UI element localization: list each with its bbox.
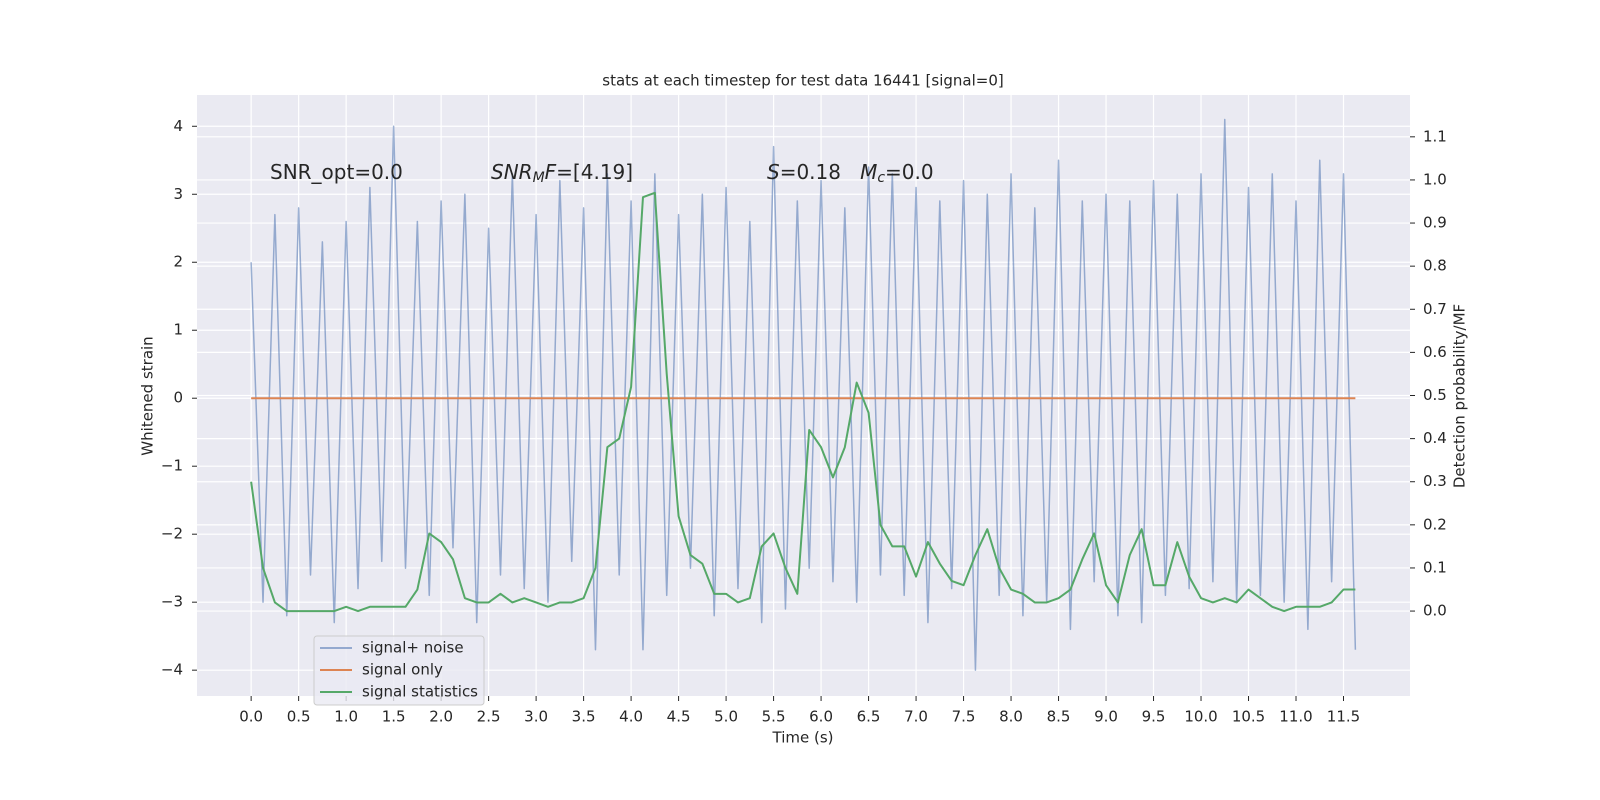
x-tick-label: 9.0 <box>1094 708 1118 726</box>
y2-tick-label: 0.7 <box>1423 300 1447 318</box>
chart-title: stats at each timestep for test data 164… <box>602 72 1003 90</box>
x-tick-label: 2.5 <box>477 708 501 726</box>
annotation: S=0.18 Mc=0.0 <box>767 160 934 187</box>
legend-label: signal+ noise <box>362 639 464 657</box>
y2-tick-label: 1.1 <box>1423 127 1447 145</box>
x-tick-label: 11.5 <box>1327 708 1360 726</box>
annotation-part: c <box>877 170 885 186</box>
y-tick-label: −4 <box>161 661 183 679</box>
x-tick-label: 0.5 <box>287 708 311 726</box>
annotation-part: =0.0 <box>885 160 934 184</box>
x-tick-label: 8.5 <box>1047 708 1071 726</box>
x-tick-label: 4.0 <box>619 708 643 726</box>
y-tick-label: 0 <box>173 389 183 407</box>
x-tick-label: 11.0 <box>1279 708 1312 726</box>
x-tick-label: 0.0 <box>239 708 263 726</box>
y2-axis-label: Detection probability/MF <box>1451 304 1469 488</box>
y-tick-label: 4 <box>173 117 183 135</box>
x-axis-label: Time (s) <box>772 729 834 747</box>
annotation-part: F <box>545 160 557 184</box>
marks <box>250 118 1357 671</box>
y2-tick-label: 0.5 <box>1423 386 1447 404</box>
y-tick-label: 1 <box>173 321 183 339</box>
annotation-part: M <box>533 170 545 186</box>
annotation-part: SNR <box>491 160 533 184</box>
x-tick-label: 6.5 <box>857 708 881 726</box>
annotation-part: =[4.19] <box>556 160 633 184</box>
annotation-part: =0.18 <box>780 160 860 184</box>
x-tick-label: 5.5 <box>762 708 786 726</box>
series-line <box>250 191 1356 613</box>
x-tick-label: 4.5 <box>667 708 691 726</box>
y2-tick-label: 0.3 <box>1423 472 1447 490</box>
annotation: SNRMF=[4.19] <box>491 160 633 187</box>
y-tick-label: −1 <box>161 457 183 475</box>
y-tick-label: −3 <box>161 593 183 611</box>
x-tick-label: 2.0 <box>429 708 453 726</box>
y2-tick-label: 0.6 <box>1423 343 1447 361</box>
y2-tick-label: 1.0 <box>1423 170 1447 188</box>
annotation: SNR_opt=0.0 <box>270 160 403 184</box>
annotation-part: S <box>767 160 780 184</box>
x-tick-label: 7.5 <box>952 708 976 726</box>
x-tick-label: 5.0 <box>714 708 738 726</box>
legend-box <box>313 635 485 706</box>
grid <box>192 95 1415 701</box>
annotation-part: M <box>860 160 877 184</box>
y2-tick-label: 0.0 <box>1423 602 1447 620</box>
y2-tick-label: 0.9 <box>1423 214 1447 232</box>
x-tick-label: 10.5 <box>1232 708 1265 726</box>
y2-tick-label: 0.4 <box>1423 429 1447 447</box>
y2-tick-label: 0.8 <box>1423 257 1447 275</box>
x-tick-label: 7.0 <box>904 708 928 726</box>
y-tick-label: 2 <box>173 253 183 271</box>
x-tick-label: 9.5 <box>1142 708 1166 726</box>
x-tick-label: 1.0 <box>334 708 358 726</box>
y-axis-label: Whitened strain <box>139 336 157 455</box>
y2-tick-label: 0.1 <box>1423 558 1447 576</box>
x-tick-label: 3.5 <box>572 708 596 726</box>
y-tick-label: −2 <box>161 525 183 543</box>
x-tick-label: 6.0 <box>809 708 833 726</box>
x-tick-label: 3.0 <box>524 708 548 726</box>
legend-label: signal only <box>362 661 443 679</box>
annotation-part: SNR_opt=0.0 <box>270 160 403 184</box>
x-tick-label: 1.5 <box>382 708 406 726</box>
legend-label: signal statistics <box>362 683 478 701</box>
x-tick-label: 10.0 <box>1184 708 1217 726</box>
y-tick-label: 3 <box>173 185 183 203</box>
x-tick-label: 8.0 <box>999 708 1023 726</box>
labels: 0.0 0.5 1.0 1.5 2.0 2.5 3.0 3.5 4.0 4.5 5.0 5.5 6.0 6… <box>161 117 1447 726</box>
y2-tick-label: 0.2 <box>1423 515 1447 533</box>
